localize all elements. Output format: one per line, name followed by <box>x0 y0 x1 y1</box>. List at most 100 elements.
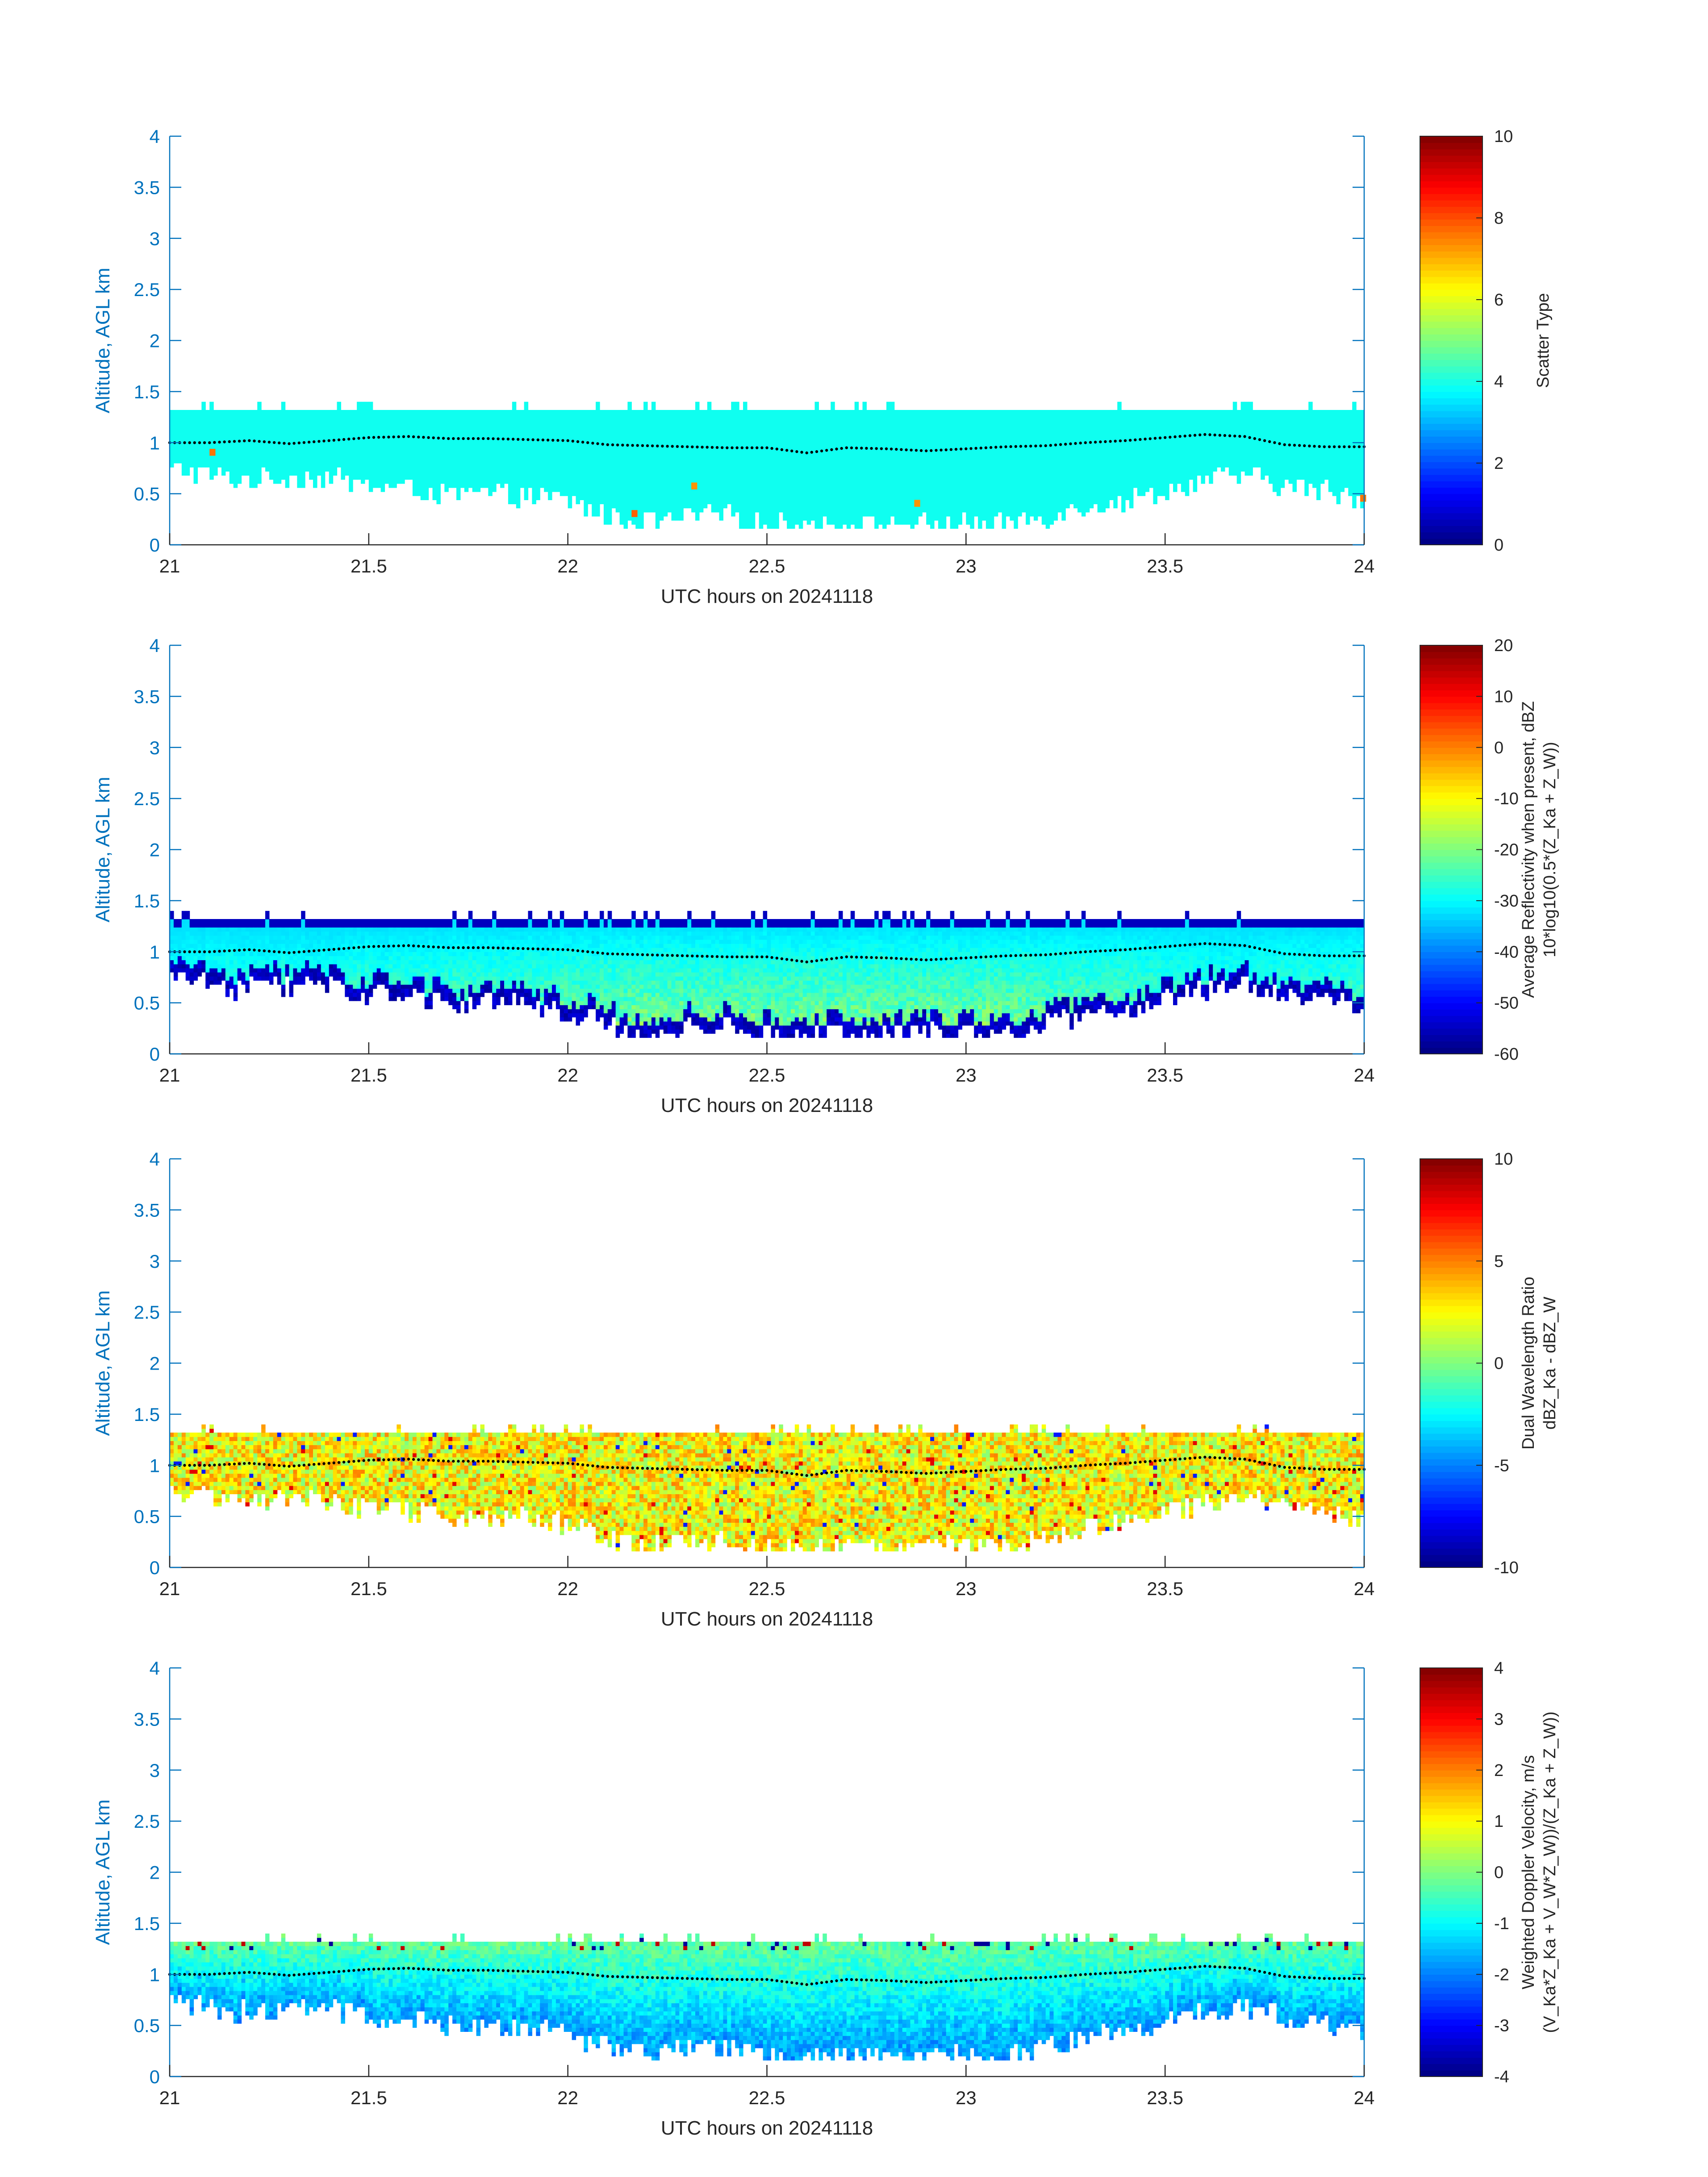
heatmap-cell <box>814 410 819 414</box>
heatmap-cell <box>767 463 771 468</box>
heatmap-cell <box>978 467 982 472</box>
heatmap-cell <box>827 520 831 525</box>
heatmap-cell <box>464 451 469 455</box>
heatmap-cell <box>170 459 174 464</box>
heatmap-cell <box>839 471 843 476</box>
heatmap-cell <box>894 471 899 476</box>
heatmap-cell <box>555 483 560 488</box>
heatmap-cell <box>170 426 174 431</box>
heatmap-cell <box>1002 410 1006 414</box>
heatmap-cell <box>428 443 433 447</box>
heatmap-cell <box>755 471 760 476</box>
heatmap-cell <box>349 467 353 472</box>
heatmap-cell <box>353 418 357 423</box>
heatmap-cell <box>787 516 791 521</box>
heatmap-cell <box>647 467 652 472</box>
heatmap-cell <box>237 443 242 447</box>
heatmap-cell <box>707 467 712 472</box>
heatmap-cell <box>691 410 696 414</box>
heatmap-cell <box>181 443 186 447</box>
heatmap-cell <box>767 439 771 443</box>
heatmap-cell <box>743 508 748 513</box>
heatmap-cell <box>233 443 238 447</box>
heatmap-cell <box>432 443 437 447</box>
heatmap-cell <box>779 443 783 447</box>
heatmap-cell <box>528 430 532 435</box>
heatmap-cell <box>942 512 947 517</box>
heatmap-cell <box>249 418 254 423</box>
heatmap-cell <box>819 483 823 488</box>
heatmap-cell <box>341 434 345 439</box>
heatmap-cell <box>759 439 764 443</box>
heatmap-cell <box>894 434 899 439</box>
heatmap-cell <box>922 434 927 439</box>
heatmap-cell <box>990 467 994 472</box>
heatmap-cell <box>444 483 449 488</box>
heatmap-cell <box>448 463 453 468</box>
heatmap-cell <box>540 459 544 464</box>
heatmap-cell <box>540 451 544 455</box>
heatmap-cell <box>364 414 369 418</box>
heatmap-cell <box>603 447 608 451</box>
heatmap-cell <box>819 459 823 464</box>
heatmap-cell <box>930 447 935 451</box>
heatmap-cell <box>405 467 409 472</box>
heatmap-cell <box>798 479 803 484</box>
heatmap-cell <box>393 459 397 464</box>
heatmap-cell <box>711 496 716 500</box>
heatmap-cell <box>528 475 532 480</box>
heatmap-cell <box>854 483 859 488</box>
heatmap-cell <box>635 516 640 521</box>
heatmap-cell <box>858 500 863 505</box>
heatmap-cell <box>245 471 250 476</box>
heatmap-cell <box>683 475 688 480</box>
heatmap-cell <box>990 479 994 484</box>
heatmap-cell <box>253 463 258 468</box>
heatmap-cell <box>814 405 819 410</box>
heatmap-cell <box>747 471 752 476</box>
heatmap-cell <box>432 426 437 431</box>
heatmap-cell <box>723 430 727 435</box>
heatmap-cell <box>209 475 214 480</box>
heatmap-cell <box>305 455 309 460</box>
heatmap-cell <box>185 467 190 472</box>
heatmap-cell <box>974 434 978 439</box>
heatmap-cell <box>397 479 401 484</box>
heatmap-cell <box>783 430 787 435</box>
heatmap-cell <box>173 455 178 460</box>
heatmap-cell <box>241 459 246 464</box>
heatmap-cell <box>305 439 309 443</box>
heatmap-cell <box>341 475 345 480</box>
heatmap-cell <box>1006 471 1010 476</box>
heatmap-cell <box>970 426 974 431</box>
heatmap-cell <box>580 496 584 500</box>
heatmap-cell <box>516 439 521 443</box>
heatmap-cell <box>858 492 863 496</box>
heatmap-cell <box>835 479 839 484</box>
heatmap-cell <box>456 422 461 427</box>
heatmap-cell <box>416 467 421 472</box>
heatmap-cell <box>882 508 887 513</box>
heatmap-cell <box>297 451 301 455</box>
heatmap-cell <box>763 434 768 439</box>
heatmap-cell <box>456 426 461 431</box>
heatmap-cell <box>810 508 815 513</box>
heatmap-cell <box>484 447 489 451</box>
heatmap-cell <box>990 512 994 517</box>
heatmap-cell <box>1010 426 1014 431</box>
heatmap-cell <box>368 463 373 468</box>
heatmap-cell <box>341 410 345 414</box>
heatmap-cell <box>962 504 966 509</box>
heatmap-cell <box>858 451 863 455</box>
heatmap-cell <box>177 434 182 439</box>
heatmap-cell <box>544 410 548 414</box>
heatmap-cell <box>783 443 787 447</box>
heatmap-cell <box>353 451 357 455</box>
heatmap-cell <box>401 439 405 443</box>
heatmap-cell <box>707 447 712 451</box>
heatmap-cell <box>249 479 254 484</box>
heatmap-cell <box>687 410 692 414</box>
heatmap-cell <box>241 426 246 431</box>
heatmap-cell <box>974 410 978 414</box>
heatmap-cell <box>894 422 899 427</box>
